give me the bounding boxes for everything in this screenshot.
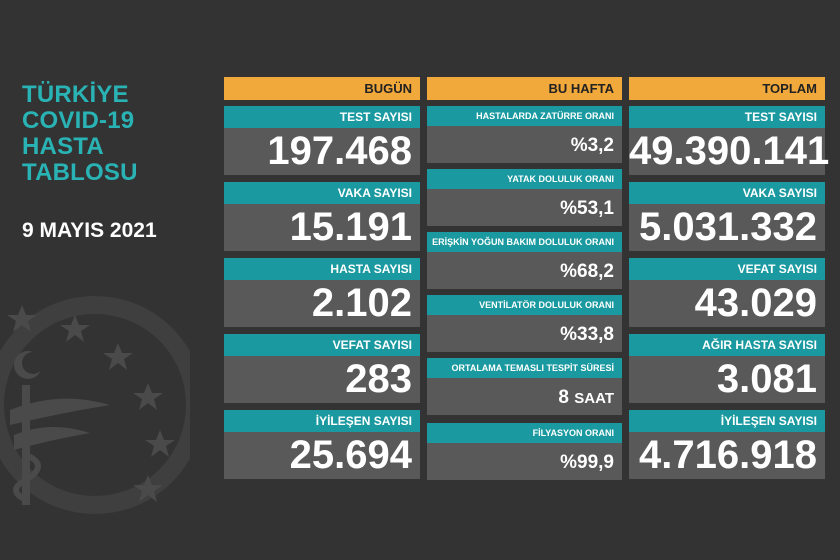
stat-value: 4.716.918: [629, 432, 825, 479]
stat-label: ORTALAMA TEMASLI TESPİT SÜRESİ: [427, 358, 622, 378]
stat-label: TEST SAYISI: [629, 106, 825, 128]
stat-label: VAKA SAYISI: [224, 182, 420, 204]
stat-label: HASTA SAYISI: [224, 258, 420, 280]
page-title: TÜRKİYE COVID-19 HASTA TABLOSU: [22, 82, 138, 186]
report-date: 9 MAYIS 2021: [22, 219, 157, 242]
week-card: ERİŞKİN YOĞUN BAKIM DOLULUK ORANI %68,2: [427, 232, 622, 289]
stat-number: 8: [558, 387, 569, 408]
stat-value: 49.390.141: [629, 128, 830, 175]
stat-value: 8 SAAT: [427, 378, 622, 415]
total-header: TOPLAM: [629, 77, 825, 100]
total-card: İYİLEŞEN SAYISI 4.716.918: [629, 410, 825, 479]
week-column: BU HAFTA HASTALARDA ZATÜRRE ORANI %3,2 Y…: [427, 77, 622, 480]
today-card: VAKA SAYISI 15.191: [224, 182, 420, 251]
stat-value: 197.468: [224, 128, 420, 175]
week-card: ORTALAMA TEMASLI TESPİT SÜRESİ 8 SAAT: [427, 358, 622, 415]
stat-label: HASTALARDA ZATÜRRE ORANI: [427, 106, 622, 126]
week-card: YATAK DOLULUK ORANI %53,1: [427, 169, 622, 226]
stat-value: %33,8: [427, 315, 622, 352]
week-header: BU HAFTA: [427, 77, 622, 100]
total-card: TEST SAYISI 49.390.141: [629, 106, 830, 175]
total-card: VEFAT SAYISI 43.029: [629, 258, 825, 327]
stat-value: 43.029: [629, 280, 825, 327]
today-card: VEFAT SAYISI 283: [224, 334, 420, 403]
stat-label: İYİLEŞEN SAYISI: [224, 410, 420, 432]
title-line: COVID-19: [22, 107, 135, 134]
total-card: AĞIR HASTA SAYISI 3.081: [629, 334, 825, 403]
stat-value: 5.031.332: [629, 204, 825, 251]
stat-value: %99,9: [427, 443, 622, 480]
today-header: BUGÜN: [224, 77, 420, 100]
stat-value: %68,2: [427, 252, 622, 289]
stat-label: ERİŞKİN YOĞUN BAKIM DOLULUK ORANI: [427, 232, 622, 252]
stat-label: VAKA SAYISI: [629, 182, 825, 204]
stat-value: 3.081: [629, 356, 825, 403]
today-card: TEST SAYISI 197.468: [224, 106, 420, 175]
today-card: HASTA SAYISI 2.102: [224, 258, 420, 327]
total-column: TOPLAM TEST SAYISI 49.390.141 VAKA SAYIS…: [629, 77, 829, 479]
title-line: TÜRKİYE: [22, 81, 129, 108]
stat-label: VEFAT SAYISI: [224, 334, 420, 356]
week-card: HASTALARDA ZATÜRRE ORANI %3,2: [427, 106, 622, 163]
total-card: VAKA SAYISI 5.031.332: [629, 182, 825, 251]
week-card: VENTİLATÖR DOLULUK ORANI %33,8: [427, 295, 622, 352]
stat-value: 2.102: [224, 280, 420, 327]
stat-label: YATAK DOLULUK ORANI: [427, 169, 622, 189]
week-card: FİLYASYON ORANI %99,9: [427, 423, 622, 480]
stat-value: 15.191: [224, 204, 420, 251]
title-line: TABLOSU: [22, 159, 138, 186]
title-line: HASTA: [22, 133, 104, 160]
today-card: İYİLEŞEN SAYISI 25.694: [224, 410, 420, 479]
today-column: BUGÜN TEST SAYISI 197.468 VAKA SAYISI 15…: [224, 77, 420, 479]
stat-label: FİLYASYON ORANI: [427, 423, 622, 443]
stat-label: TEST SAYISI: [224, 106, 420, 128]
stat-label: VENTİLATÖR DOLULUK ORANI: [427, 295, 622, 315]
stat-value: %53,1: [427, 189, 622, 226]
stat-label: VEFAT SAYISI: [629, 258, 825, 280]
stat-label: AĞIR HASTA SAYISI: [629, 334, 825, 356]
stat-value: %3,2: [427, 126, 622, 163]
stat-value: 25.694: [224, 432, 420, 479]
stat-label: İYİLEŞEN SAYISI: [629, 410, 825, 432]
stat-value: 283: [224, 356, 420, 403]
ministry-of-health-emblem-icon: [0, 296, 190, 514]
stat-unit: SAAT: [574, 390, 614, 407]
